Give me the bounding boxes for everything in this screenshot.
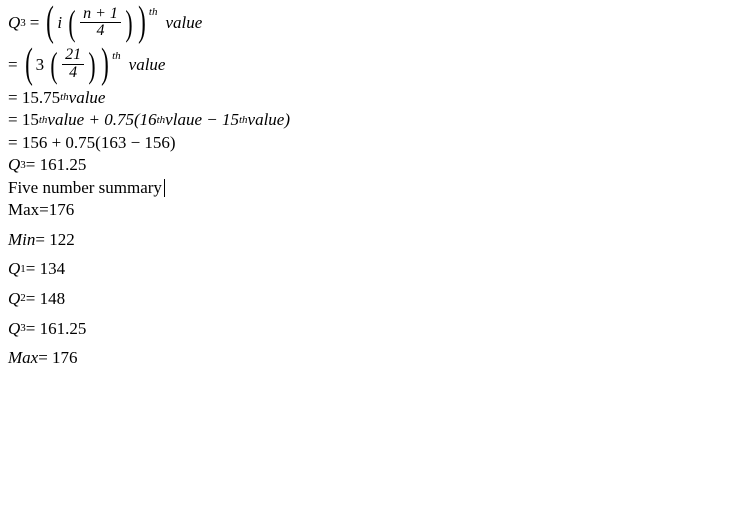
var-Q: Q	[8, 13, 20, 33]
eq-line-5: = 156 + 0.75(163 − 156)	[8, 133, 745, 153]
word-value: value	[129, 55, 166, 75]
lparen-outer: (	[47, 4, 55, 42]
lhs: Max	[8, 348, 38, 368]
summary-max-b: Max = 176	[8, 348, 745, 368]
eq-line-4: = 15 th value + 0.75(16 th vlaue − 15 th…	[8, 110, 745, 130]
eq-line-1: Q 3 = ( i ( n + 1 4 ) ) th value	[8, 4, 745, 42]
val: = 176	[38, 348, 77, 368]
text: vlaue − 15	[165, 110, 239, 130]
sup-th: th	[39, 114, 48, 127]
summary-heading-line: Five number summary	[8, 178, 745, 198]
val: = 161.25	[26, 319, 87, 339]
summary-q1: Q 1 = 134	[8, 259, 745, 279]
lhs: Q	[8, 319, 20, 339]
text: value + 0.75(16	[47, 110, 156, 130]
var-Q: Q	[8, 155, 20, 175]
sup-th: th	[239, 114, 248, 127]
summary-q2: Q 2 = 148	[8, 289, 745, 309]
summary-heading: Five number summary	[8, 178, 162, 198]
sup-th: th	[157, 114, 166, 127]
lhs: Q	[8, 259, 20, 279]
rparen-inner: )	[88, 49, 95, 81]
denom: 4	[66, 65, 80, 82]
text-cursor	[164, 179, 165, 197]
rparen-outer: )	[138, 4, 146, 42]
numer: n + 1	[80, 6, 121, 23]
summary-min: Min = 122	[8, 230, 745, 250]
math-derivation-block: Q 3 = ( i ( n + 1 4 ) ) th value = ( 3 (…	[0, 0, 753, 518]
text: = 15.75	[8, 88, 60, 108]
var-i: i	[57, 13, 62, 33]
lhs: Min	[8, 230, 35, 250]
equals: =	[30, 13, 40, 33]
denom: 4	[94, 23, 108, 40]
lparen-inner: (	[69, 7, 76, 39]
summary-q3: Q 3 = 161.25	[8, 319, 745, 339]
word-value: value	[69, 88, 106, 108]
text: Max=176	[8, 200, 74, 220]
text: = 161.25	[26, 155, 87, 175]
sub-3: 3	[20, 17, 26, 30]
eq-line-6: Q 3 = 161.25	[8, 155, 745, 175]
sup-th: th	[112, 50, 121, 63]
text: = 15	[8, 110, 39, 130]
numer: 21	[62, 47, 84, 64]
summary-max-a: Max=176	[8, 200, 745, 220]
val: = 122	[35, 230, 74, 250]
word-value: value	[165, 13, 202, 33]
equals: =	[8, 55, 18, 75]
rparen-inner: )	[125, 7, 132, 39]
val: = 134	[26, 259, 65, 279]
text: = 156 + 0.75(163 − 156)	[8, 133, 176, 153]
lparen-inner: (	[50, 49, 57, 81]
eq-line-3: = 15.75 th value	[8, 88, 745, 108]
fraction-n1-4: n + 1 4	[80, 6, 121, 41]
rparen-outer: )	[101, 46, 109, 84]
lhs: Q	[8, 289, 20, 309]
fraction-21-4: 21 4	[62, 47, 84, 82]
val: = 148	[26, 289, 65, 309]
const-3: 3	[36, 55, 45, 75]
sup-th: th	[60, 91, 69, 104]
text: value)	[248, 110, 290, 130]
eq-line-2: = ( 3 ( 21 4 ) ) th value	[8, 46, 745, 84]
lparen-outer: (	[25, 46, 33, 84]
sup-th: th	[149, 6, 158, 19]
